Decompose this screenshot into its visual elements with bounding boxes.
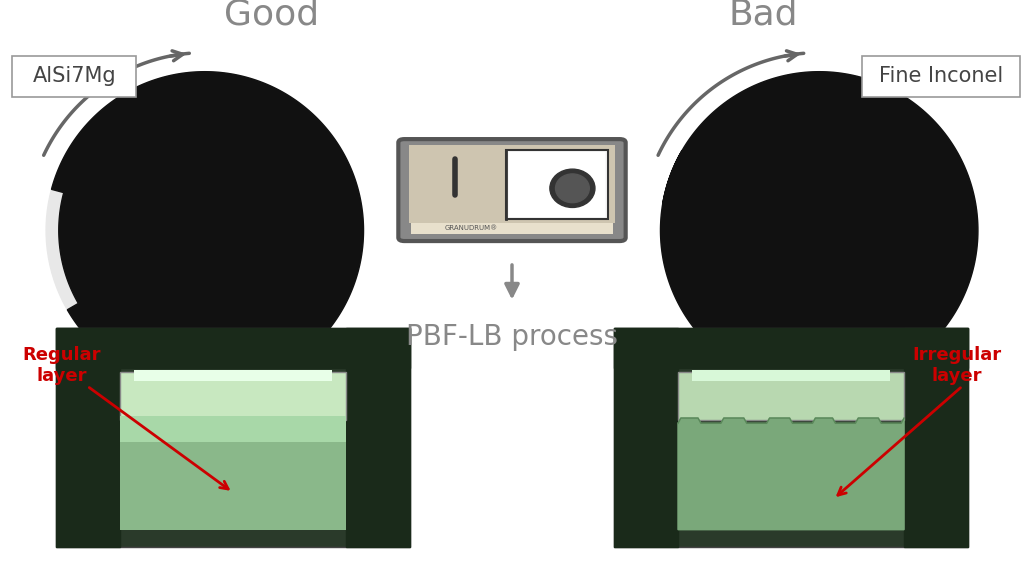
Ellipse shape — [555, 174, 589, 203]
FancyBboxPatch shape — [678, 425, 904, 530]
Polygon shape — [614, 328, 678, 547]
Polygon shape — [346, 328, 410, 547]
Polygon shape — [678, 418, 904, 530]
FancyBboxPatch shape — [412, 149, 504, 221]
FancyBboxPatch shape — [12, 56, 136, 97]
FancyBboxPatch shape — [411, 222, 613, 234]
FancyBboxPatch shape — [862, 56, 1020, 97]
FancyBboxPatch shape — [120, 416, 346, 530]
FancyBboxPatch shape — [56, 328, 410, 547]
Polygon shape — [614, 328, 968, 367]
Ellipse shape — [660, 71, 978, 389]
Text: Irregular
layer: Irregular layer — [912, 346, 1001, 385]
Ellipse shape — [46, 71, 364, 389]
FancyBboxPatch shape — [509, 151, 605, 217]
Text: PBF-LB process: PBF-LB process — [406, 323, 618, 351]
FancyBboxPatch shape — [506, 150, 608, 219]
Text: Fine Inconel: Fine Inconel — [879, 66, 1004, 86]
FancyBboxPatch shape — [678, 372, 904, 420]
Text: GRANUDRUM®: GRANUDRUM® — [444, 225, 498, 232]
FancyBboxPatch shape — [692, 370, 890, 381]
Polygon shape — [51, 71, 364, 389]
Ellipse shape — [550, 169, 595, 207]
FancyBboxPatch shape — [409, 145, 615, 222]
Text: Regular
layer: Regular layer — [23, 346, 101, 385]
Polygon shape — [56, 328, 410, 367]
Polygon shape — [56, 328, 120, 547]
FancyBboxPatch shape — [134, 370, 332, 381]
Polygon shape — [904, 328, 968, 547]
Text: AlSi7Mg: AlSi7Mg — [33, 66, 116, 86]
Text: Good: Good — [224, 0, 318, 31]
FancyBboxPatch shape — [120, 372, 346, 420]
FancyBboxPatch shape — [398, 139, 626, 241]
FancyBboxPatch shape — [120, 416, 346, 442]
Polygon shape — [660, 71, 978, 389]
Text: Bad: Bad — [728, 0, 798, 31]
FancyBboxPatch shape — [614, 328, 968, 547]
